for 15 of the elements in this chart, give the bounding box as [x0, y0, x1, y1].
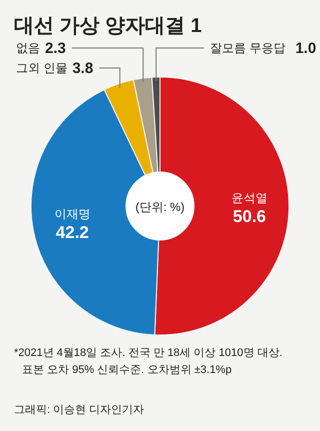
slice-label: 없음 — [16, 41, 40, 55]
text: 그래픽: 이승현 디자인기자 — [14, 404, 144, 416]
text: (단위: %) — [135, 200, 185, 214]
data-label: 3.8 — [72, 60, 94, 77]
text: *2021년 4월18일 조사. 전국 만 18세 이상 1010명 대상. — [14, 347, 282, 359]
text: 표본 오차 95% 신뢰수준. 오차범위 ±3.1%p — [22, 364, 232, 376]
data-label: 42.2 — [56, 223, 89, 242]
slice-label: 윤석열 — [231, 190, 268, 205]
data-label: 1.0 — [295, 40, 316, 57]
slice-label: 그외 인물 — [16, 61, 68, 75]
slice-label: 이재명 — [54, 207, 90, 222]
data-label: 2.3 — [45, 40, 66, 57]
data-label: 50.6 — [232, 206, 266, 226]
slice-label: 잘모름 무응답 — [210, 41, 286, 55]
chart-title: 대선 가상 양자대결 1 — [14, 15, 202, 37]
